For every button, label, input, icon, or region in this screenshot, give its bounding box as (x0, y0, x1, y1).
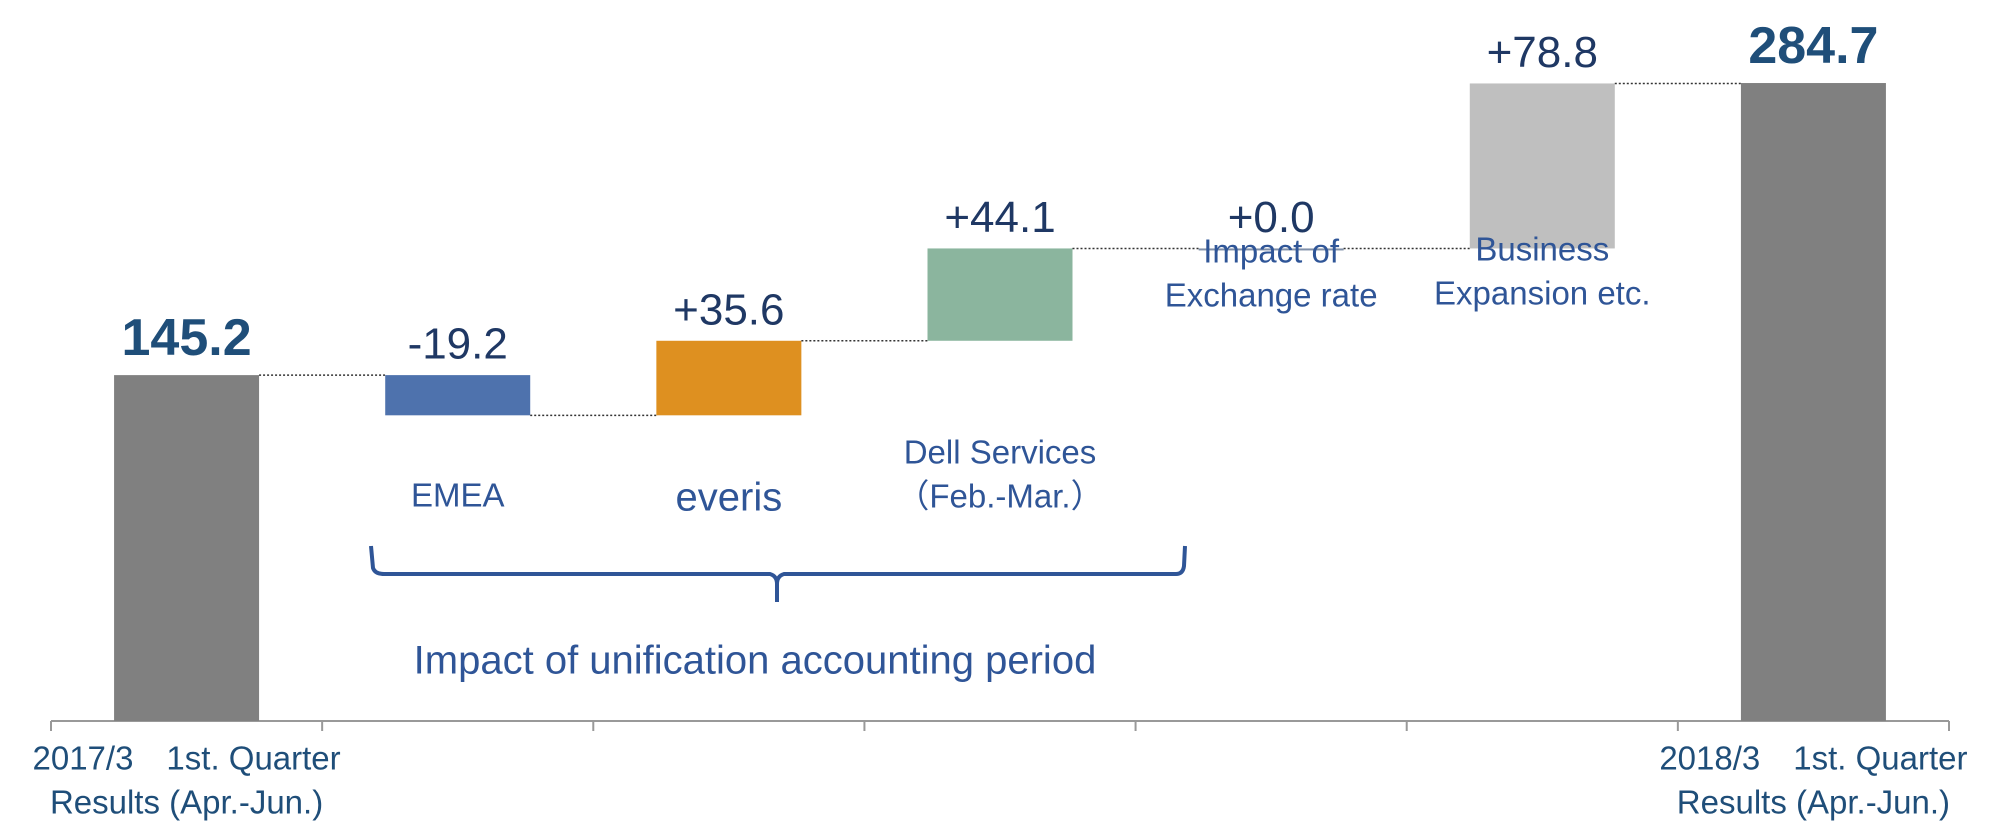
category-label: everis (676, 476, 783, 520)
category-label: Impact of (1203, 233, 1340, 270)
bar (927, 248, 1073, 341)
annotation: Impact of unification accounting period (414, 639, 1097, 683)
value-label: +78.8 (1487, 28, 1598, 77)
value-label: +0.0 (1228, 193, 1315, 242)
category-label: Exchange rate (1165, 277, 1378, 314)
bar (1740, 83, 1886, 722)
category-label: （Feb.-Mar.） (896, 478, 1103, 515)
brace (369, 545, 1187, 602)
bar (385, 375, 531, 416)
category-label: Results (Apr.-Jun.) (50, 784, 323, 821)
total-label: 145.2 (122, 309, 252, 367)
bar (114, 375, 260, 721)
total-label: 284.7 (1748, 17, 1878, 75)
value-label: -19.2 (408, 320, 508, 369)
bar (1469, 83, 1615, 249)
category-label: Results (Apr.-Jun.) (1677, 784, 1950, 821)
bar (1198, 248, 1344, 251)
category-label: Business (1475, 231, 1609, 268)
value-label: +35.6 (673, 285, 784, 334)
category-label: EMEA (411, 477, 505, 514)
value-label: +44.1 (944, 193, 1055, 242)
category-label: 2017/3 1st. Quarter (32, 740, 340, 777)
bar (656, 340, 802, 416)
category-label: Expansion etc. (1434, 275, 1650, 312)
category-label: Dell Services (904, 434, 1097, 471)
category-label: 2018/3 1st. Quarter (1659, 740, 1967, 777)
